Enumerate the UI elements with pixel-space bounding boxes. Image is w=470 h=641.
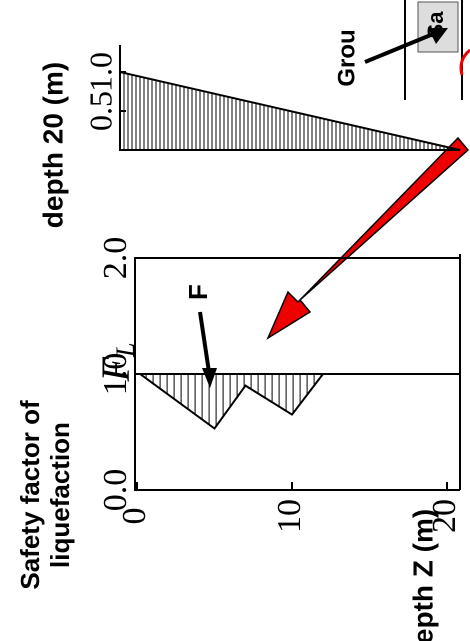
- x-label: depth Z (m): [407, 509, 438, 641]
- annotation: Sa: [423, 11, 448, 39]
- x-label: depth 20 (m): [37, 62, 68, 228]
- annotation: Grou: [333, 29, 360, 86]
- x-tick-label: 0: [116, 508, 153, 525]
- y-tick-label: 2.0: [97, 237, 134, 280]
- annotation: F: [183, 284, 213, 300]
- figure: 0.01.02.001020Safety factor ofliquefacti…: [0, 0, 470, 641]
- symbol: F: [93, 356, 138, 382]
- x-tick-label: 10: [271, 499, 308, 533]
- y-label: liquefaction: [45, 422, 75, 568]
- y-tick-label: 1.0: [82, 52, 118, 92]
- f-arrow: [200, 312, 209, 372]
- subscript: L: [111, 343, 140, 358]
- y-label: Safety factor of: [15, 400, 45, 590]
- y-symbol: FL: [93, 343, 140, 383]
- triangle: [120, 72, 460, 150]
- y-tick-label: 0.0: [97, 469, 134, 512]
- y-tick-label: 0.5: [82, 91, 118, 131]
- red-arrow: [268, 138, 468, 338]
